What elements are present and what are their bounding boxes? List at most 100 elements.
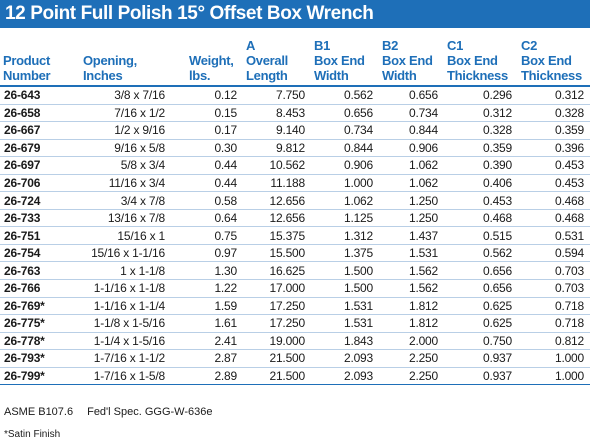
cell-c1-thickness: 0.328 bbox=[444, 121, 518, 140]
cell-weight: 2.41 bbox=[175, 332, 243, 351]
cell-overall-length: 16.625 bbox=[243, 261, 311, 281]
cell-weight: 1.61 bbox=[175, 314, 243, 333]
cell-b2-width: 2.000 bbox=[379, 332, 444, 351]
cell-c1-thickness: 0.625 bbox=[444, 314, 518, 333]
table-row: 26-793* 1-7/16 x 1-1/2 2.87 21.500 2.093 2.25… bbox=[0, 349, 590, 368]
cell-opening: 5/8 x 3/4 bbox=[63, 156, 175, 175]
cell-overall-length: 9.140 bbox=[243, 121, 311, 140]
cell-weight: 0.44 bbox=[175, 156, 243, 175]
cell-weight: 0.15 bbox=[175, 104, 243, 123]
table-row: 26-778* 1-1/4 x 1-5/16 2.41 19.000 1.843 2.00… bbox=[0, 332, 590, 351]
cell-c2-thickness: 0.468 bbox=[518, 209, 590, 228]
standards-line: ASME B107.6 Fed'l Spec. GGG-W-636e bbox=[4, 406, 212, 418]
cell-product-number: 26-799* bbox=[0, 367, 63, 386]
cell-b2-width: 0.656 bbox=[379, 86, 444, 105]
cell-c1-thickness: 0.937 bbox=[444, 349, 518, 368]
cell-b1-width: 1.000 bbox=[311, 174, 379, 193]
cell-opening: 1-1/8 x 1-5/16 bbox=[63, 314, 175, 333]
cell-b1-width: 0.734 bbox=[311, 121, 379, 140]
cell-opening: 15/16 x 1 bbox=[63, 226, 175, 245]
cell-weight: 0.12 bbox=[175, 86, 243, 105]
cell-c2-thickness: 0.718 bbox=[518, 314, 590, 333]
cell-b1-width: 2.093 bbox=[311, 349, 379, 368]
cell-weight: 1.30 bbox=[175, 261, 243, 281]
cell-product-number: 26-697 bbox=[0, 156, 63, 175]
cell-b2-width: 1.812 bbox=[379, 314, 444, 333]
cell-b1-width: 1.375 bbox=[311, 244, 379, 263]
table-row: 26-697 5/8 x 3/4 0.44 10.562 0.906 1.062 0.390… bbox=[0, 156, 590, 175]
cell-b1-width: 1.531 bbox=[311, 314, 379, 333]
header-c2-thickness: C2 Box End Thickness bbox=[521, 38, 582, 83]
cell-weight: 1.59 bbox=[175, 297, 243, 316]
table-row: 26-769* 1-1/16 x 1-1/4 1.59 17.250 1.531 1.81… bbox=[0, 297, 590, 316]
table-row: 26-754 15/16 x 1-1/16 0.97 15.500 1.375 1.531… bbox=[0, 244, 590, 263]
table-title: 12 Point Full Polish 15° Offset Box Wren… bbox=[0, 0, 590, 28]
cell-c1-thickness: 0.656 bbox=[444, 261, 518, 281]
cell-b2-width: 1.250 bbox=[379, 191, 444, 210]
cell-overall-length: 12.656 bbox=[243, 209, 311, 228]
cell-product-number: 26-733 bbox=[0, 209, 63, 228]
cell-weight: 0.44 bbox=[175, 174, 243, 193]
cell-opening: 9/16 x 5/8 bbox=[63, 139, 175, 158]
cell-b2-width: 0.844 bbox=[379, 121, 444, 140]
cell-c1-thickness: 0.390 bbox=[444, 156, 518, 175]
cell-overall-length: 15.375 bbox=[243, 226, 311, 245]
cell-overall-length: 8.453 bbox=[243, 104, 311, 123]
footnote: *Satin Finish bbox=[4, 429, 61, 440]
cell-b1-width: 1.500 bbox=[311, 279, 379, 298]
cell-b2-width: 1.531 bbox=[379, 244, 444, 263]
cell-c2-thickness: 0.453 bbox=[518, 174, 590, 193]
header-weight: Weight, lbs. bbox=[189, 53, 234, 83]
cell-c2-thickness: 0.328 bbox=[518, 104, 590, 123]
table-row: 26-667 1/2 x 9/16 0.17 9.140 0.734 0.844 0.328… bbox=[0, 121, 590, 140]
cell-product-number: 26-775* bbox=[0, 314, 63, 333]
cell-opening: 1 x 1-1/8 bbox=[63, 261, 175, 281]
cell-product-number: 26-643 bbox=[0, 86, 63, 105]
cell-overall-length: 12.656 bbox=[243, 191, 311, 210]
cell-opening: 7/16 x 1/2 bbox=[63, 104, 175, 123]
table-row: 26-775* 1-1/8 x 1-5/16 1.61 17.250 1.531 1.81… bbox=[0, 314, 590, 333]
header-b2-width: B2 Box End Width bbox=[382, 38, 433, 83]
cell-weight: 0.97 bbox=[175, 244, 243, 263]
cell-weight: 2.89 bbox=[175, 367, 243, 386]
cell-c1-thickness: 0.656 bbox=[444, 279, 518, 298]
cell-c1-thickness: 0.625 bbox=[444, 297, 518, 316]
cell-c2-thickness: 0.531 bbox=[518, 226, 590, 245]
table-row: 26-799* 1-7/16 x 1-5/8 2.89 21.500 2.093 2.25… bbox=[0, 367, 590, 386]
cell-b2-width: 1.812 bbox=[379, 297, 444, 316]
table-row: 26-766 1-1/16 x 1-1/8 1.22 17.000 1.500 1.562… bbox=[0, 279, 590, 298]
cell-overall-length: 17.250 bbox=[243, 314, 311, 333]
cell-b2-width: 0.734 bbox=[379, 104, 444, 123]
cell-b2-width: 1.062 bbox=[379, 174, 444, 193]
cell-weight: 0.58 bbox=[175, 191, 243, 210]
cell-overall-length: 17.250 bbox=[243, 297, 311, 316]
cell-c1-thickness: 0.937 bbox=[444, 367, 518, 386]
cell-opening: 11/16 x 3/4 bbox=[63, 174, 175, 193]
cell-weight: 1.22 bbox=[175, 279, 243, 298]
cell-c2-thickness: 0.594 bbox=[518, 244, 590, 263]
cell-c1-thickness: 0.296 bbox=[444, 86, 518, 105]
cell-b1-width: 0.656 bbox=[311, 104, 379, 123]
cell-b1-width: 1.312 bbox=[311, 226, 379, 245]
cell-c1-thickness: 0.312 bbox=[444, 104, 518, 123]
cell-b1-width: 0.844 bbox=[311, 139, 379, 158]
cell-product-number: 26-724 bbox=[0, 191, 63, 210]
cell-overall-length: 9.812 bbox=[243, 139, 311, 158]
table-row: 26-706 11/16 x 3/4 0.44 11.188 1.000 1.062 0.4… bbox=[0, 174, 590, 193]
cell-c1-thickness: 0.406 bbox=[444, 174, 518, 193]
specs-table: Product Number Opening, Inches Weight, lbs.… bbox=[0, 34, 590, 386]
cell-product-number: 26-769* bbox=[0, 297, 63, 316]
cell-overall-length: 10.562 bbox=[243, 156, 311, 175]
cell-opening: 1-7/16 x 1-1/2 bbox=[63, 349, 175, 368]
header-opening: Opening, Inches bbox=[83, 53, 137, 83]
cell-b1-width: 1.062 bbox=[311, 191, 379, 210]
cell-product-number: 26-763 bbox=[0, 261, 63, 281]
cell-b1-width: 1.843 bbox=[311, 332, 379, 351]
cell-b2-width: 1.437 bbox=[379, 226, 444, 245]
cell-product-number: 26-667 bbox=[0, 121, 63, 140]
cell-b2-width: 1.062 bbox=[379, 156, 444, 175]
cell-product-number: 26-778* bbox=[0, 332, 63, 351]
asme-standard: ASME B107.6 bbox=[4, 406, 74, 418]
table-body: 26-643 3/8 x 7/16 0.12 7.750 0.562 0.656 0.296… bbox=[0, 86, 590, 386]
cell-b1-width: 1.125 bbox=[311, 209, 379, 228]
